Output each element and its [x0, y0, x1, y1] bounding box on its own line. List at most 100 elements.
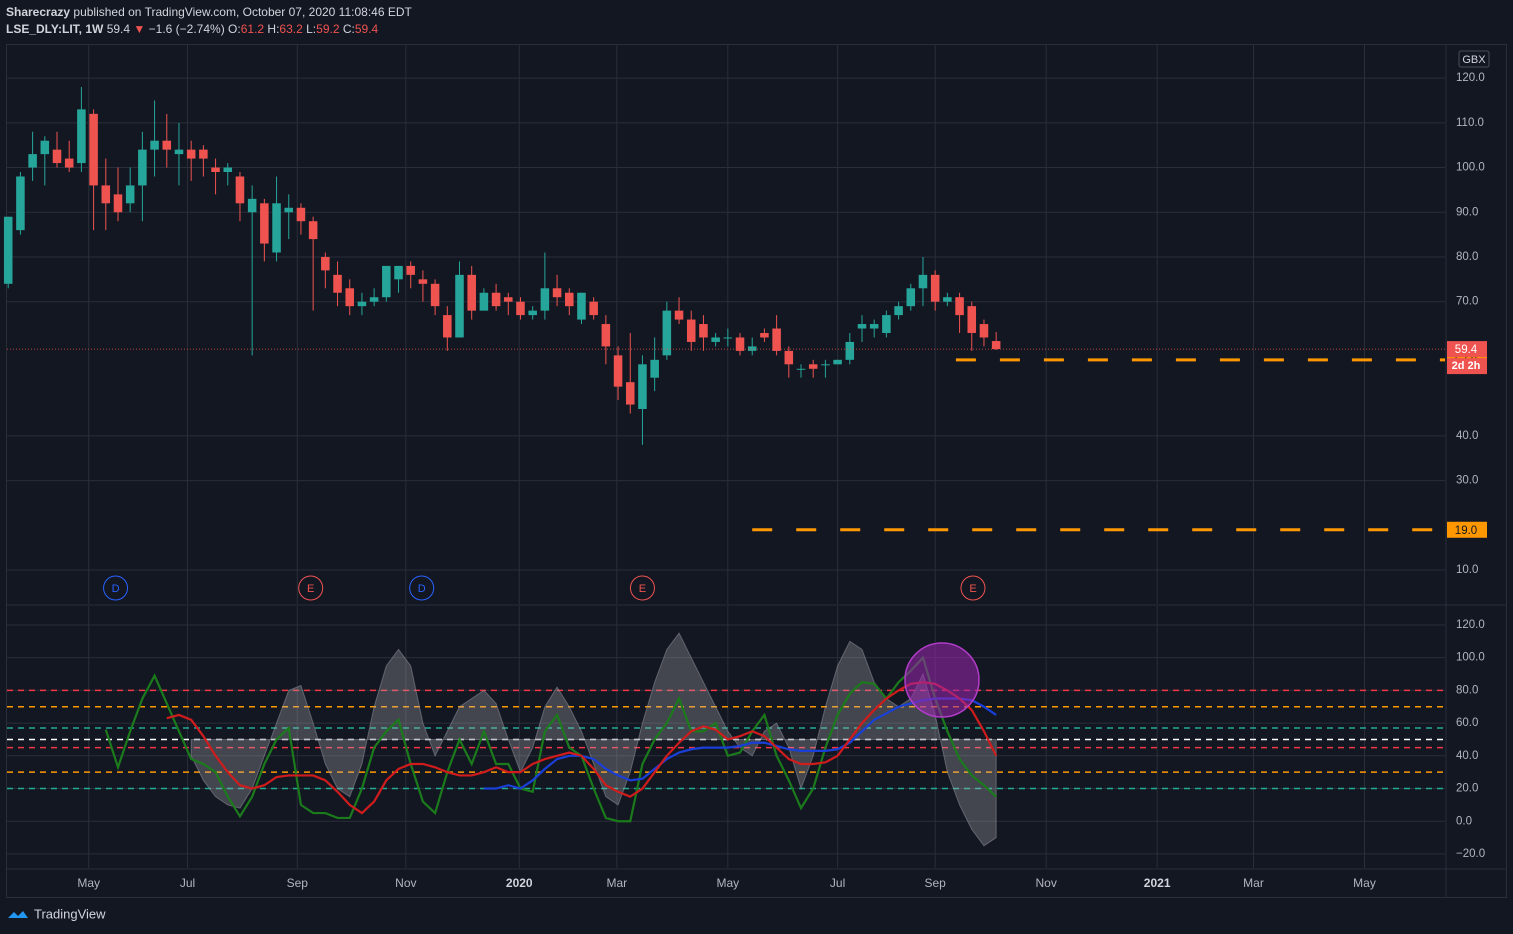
candle-body — [821, 364, 830, 366]
candle-body — [613, 355, 623, 387]
x-tick-label: May — [716, 876, 739, 890]
candle-body — [540, 288, 550, 311]
candle-body — [101, 185, 111, 204]
ohlc-l: L:59.2 — [306, 22, 339, 36]
highlight-circle — [904, 642, 980, 718]
symbol-line: LSE_DLY:LIT, 1W 59.4 ▼ −1.6 (−2.74%) O:6… — [6, 21, 412, 38]
event-label: E — [307, 583, 314, 595]
ohlc-h: H:63.2 — [267, 22, 302, 36]
countdown-box — [1447, 358, 1487, 375]
candle-body — [52, 149, 62, 164]
candle-body — [638, 364, 647, 410]
y-tick-label: −20.0 — [1456, 848, 1485, 860]
candle-body — [808, 364, 818, 369]
candle-body — [869, 324, 879, 329]
candle-body — [735, 337, 745, 351]
candle-body — [528, 310, 537, 316]
candle-body — [125, 185, 135, 204]
grid — [7, 45, 1445, 868]
candle-body — [991, 341, 1001, 350]
candle-body — [40, 140, 50, 155]
candle-body — [674, 310, 684, 320]
last-price-box — [1447, 341, 1487, 358]
candle-body — [747, 346, 757, 351]
marks — [3, 87, 1445, 847]
change: −1.6 (−2.74%) — [148, 22, 225, 36]
candle-body — [625, 382, 635, 405]
candle-body — [186, 149, 196, 159]
y-tick-label: 80.0 — [1456, 684, 1478, 696]
candle-body — [406, 265, 415, 275]
brand-logo — [8, 911, 28, 918]
y-tick-label: 70.0 — [1456, 296, 1478, 308]
y-tick-label: 80.0 — [1456, 251, 1478, 263]
candle-body — [589, 301, 598, 316]
candle-body — [784, 350, 794, 365]
x-tick-label: May — [77, 876, 100, 890]
candle-body — [772, 328, 781, 351]
candle-body — [64, 158, 74, 168]
value: 59.2 — [316, 22, 340, 36]
x-tick-label: 2020 — [506, 876, 533, 890]
candle-body — [382, 265, 391, 298]
candle-body — [796, 368, 806, 370]
x-tick-label: Mar — [607, 876, 628, 890]
candle-body — [150, 140, 159, 150]
candle-body — [308, 221, 318, 240]
label: O: — [228, 22, 241, 36]
candle-body — [516, 301, 525, 316]
currency: GBX — [1462, 54, 1486, 66]
event-marker — [103, 575, 129, 601]
candle-body — [235, 176, 245, 204]
y-tick-label: 90.0 — [1456, 206, 1478, 218]
price-label-box — [1447, 521, 1487, 538]
candle-body — [321, 256, 330, 271]
candle-body — [430, 283, 440, 307]
candle-body — [345, 288, 354, 307]
candle-body — [565, 292, 574, 307]
y-tick-label: 110.0 — [1456, 117, 1484, 129]
series-line — [166, 681, 998, 815]
series-line — [104, 655, 997, 823]
x-tick-label: Nov — [395, 876, 416, 890]
candle-body — [455, 274, 464, 338]
price-label: 19.0 — [1455, 525, 1477, 537]
candle-body — [845, 341, 855, 360]
candle-body — [260, 203, 269, 244]
candle-body — [857, 324, 867, 329]
band-area — [190, 632, 997, 847]
x-tick-label: 2021 — [1144, 876, 1171, 890]
ohlc-o: O:61.2 — [228, 22, 264, 36]
label: H: — [267, 22, 280, 36]
candle-body — [223, 167, 233, 173]
y-tick-label: 40.0 — [1456, 750, 1478, 762]
published: published on TradingView.com, October 07… — [73, 5, 412, 19]
candle-body — [894, 306, 903, 316]
currency-box — [1458, 50, 1490, 68]
y-tick-label: 120.0 — [1456, 619, 1485, 631]
last: 59.4 — [106, 22, 131, 36]
label: C: — [342, 22, 355, 36]
candle-body — [199, 149, 208, 159]
y-tick-label: 30.0 — [1456, 475, 1478, 487]
candle-body — [394, 265, 403, 280]
candle-body — [601, 324, 611, 347]
labels: May Jul Sep Nov 2020 Mar May Jul Sep Nov 2021 Mar Ma… — [77, 72, 1487, 890]
countdown: 2d 2h — [1452, 360, 1481, 372]
candle-body — [918, 274, 928, 289]
value: 59.4 — [354, 22, 379, 36]
brand: TradingView — [34, 906, 106, 921]
candle-body — [577, 292, 586, 320]
publish-line: Sharecrazy published on TradingView.com,… — [6, 4, 412, 21]
candle-body — [89, 113, 98, 186]
event-label: E — [639, 583, 646, 595]
event-label: D — [112, 583, 120, 595]
ohlc-c: C:59.4 — [343, 22, 378, 36]
x-tick-label: Sep — [287, 876, 309, 890]
x-tick-label: Nov — [1035, 876, 1056, 890]
y-tick-label: 40.0 — [1456, 430, 1478, 442]
candle-body — [467, 274, 476, 311]
event-marker — [409, 575, 435, 601]
x-tick-label: Sep — [924, 876, 946, 890]
